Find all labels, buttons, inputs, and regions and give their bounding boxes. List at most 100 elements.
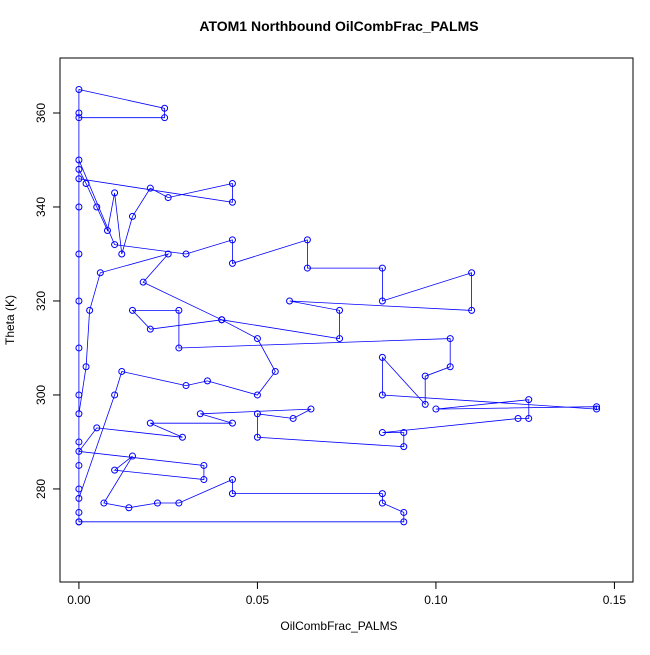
data-point bbox=[118, 367, 126, 375]
data-point bbox=[378, 490, 386, 498]
plot-box bbox=[59, 57, 634, 583]
data-point bbox=[400, 508, 408, 516]
data-point bbox=[378, 499, 386, 507]
data-point bbox=[336, 335, 344, 343]
data-point bbox=[75, 156, 83, 164]
data-point bbox=[75, 518, 83, 526]
data-point bbox=[468, 269, 476, 277]
data-point bbox=[178, 433, 186, 441]
chart-title: ATOM1 Northbound OilCombFrac_PALMS bbox=[199, 18, 478, 34]
data-point bbox=[100, 499, 108, 507]
data-point bbox=[146, 325, 154, 333]
data-point bbox=[446, 363, 454, 371]
y-axis-label: Theta (K) bbox=[3, 295, 17, 345]
data-point bbox=[93, 424, 101, 432]
x-tick-label: 0.10 bbox=[424, 593, 448, 607]
x-axis-label: OilCombFrac_PALMS bbox=[280, 619, 397, 633]
data-point bbox=[118, 250, 126, 258]
data-point bbox=[303, 264, 311, 272]
data-point bbox=[161, 114, 169, 122]
data-point bbox=[75, 438, 83, 446]
data-point bbox=[153, 499, 161, 507]
data-point bbox=[75, 344, 83, 352]
data-point bbox=[421, 400, 429, 408]
data-point bbox=[432, 405, 440, 413]
data-point bbox=[75, 485, 83, 493]
data-point bbox=[525, 414, 533, 422]
data-point bbox=[111, 391, 119, 399]
data-point bbox=[75, 175, 83, 183]
data-point bbox=[111, 241, 119, 249]
y-tick-label: 360 bbox=[34, 103, 48, 123]
data-point bbox=[286, 297, 294, 305]
data-point bbox=[421, 372, 429, 380]
data-point bbox=[289, 414, 297, 422]
data-point bbox=[82, 179, 90, 187]
data-point bbox=[75, 494, 83, 502]
data-point bbox=[146, 184, 154, 192]
data-point bbox=[128, 452, 136, 460]
data-point bbox=[164, 194, 172, 202]
data-point bbox=[196, 410, 204, 418]
data-point bbox=[200, 476, 208, 484]
data-point bbox=[75, 391, 83, 399]
data-point bbox=[175, 499, 183, 507]
data-point bbox=[75, 297, 83, 305]
data-point bbox=[378, 429, 386, 437]
data-point bbox=[400, 443, 408, 451]
data-point bbox=[139, 278, 147, 286]
x-tick-label: 0.15 bbox=[603, 593, 627, 607]
data-point bbox=[164, 250, 172, 258]
y-tick-label: 320 bbox=[34, 291, 48, 311]
data-point bbox=[593, 405, 601, 413]
data-point bbox=[228, 490, 236, 498]
data-point bbox=[75, 447, 83, 455]
data-point bbox=[253, 335, 261, 343]
data-point bbox=[86, 306, 94, 314]
data-point bbox=[253, 391, 261, 399]
data-point bbox=[75, 85, 83, 93]
data-point bbox=[93, 203, 101, 211]
data-point bbox=[253, 433, 261, 441]
series-line bbox=[78, 89, 597, 523]
data-point bbox=[146, 419, 154, 427]
data-point bbox=[175, 306, 183, 314]
data-point bbox=[75, 165, 83, 173]
data-point bbox=[82, 363, 90, 371]
data-point bbox=[228, 476, 236, 484]
data-point bbox=[228, 236, 236, 244]
data-point bbox=[111, 466, 119, 474]
data-point bbox=[128, 306, 136, 314]
x-tick-label: 0.05 bbox=[246, 593, 270, 607]
y-tick-label: 280 bbox=[34, 479, 48, 499]
data-point bbox=[307, 405, 315, 413]
data-point bbox=[182, 250, 190, 258]
data-point bbox=[125, 504, 133, 512]
data-point bbox=[468, 306, 476, 314]
data-point bbox=[378, 391, 386, 399]
data-point bbox=[378, 353, 386, 361]
x-tick-label: 0.00 bbox=[67, 593, 91, 607]
data-point bbox=[228, 259, 236, 267]
data-point bbox=[378, 264, 386, 272]
data-point bbox=[525, 396, 533, 404]
data-point bbox=[514, 414, 522, 422]
data-point bbox=[75, 508, 83, 516]
data-point bbox=[228, 198, 236, 206]
data-point bbox=[182, 382, 190, 390]
data-point bbox=[75, 114, 83, 122]
data-point bbox=[228, 419, 236, 427]
data-point bbox=[128, 212, 136, 220]
data-point bbox=[303, 236, 311, 244]
data-point bbox=[75, 410, 83, 418]
data-point bbox=[161, 104, 169, 112]
data-point bbox=[400, 429, 408, 437]
data-point bbox=[400, 518, 408, 526]
data-point bbox=[75, 203, 83, 211]
data-point bbox=[75, 250, 83, 258]
y-tick-label: 300 bbox=[34, 385, 48, 405]
data-point bbox=[75, 461, 83, 469]
data-point bbox=[218, 316, 226, 324]
data-point bbox=[103, 226, 111, 234]
